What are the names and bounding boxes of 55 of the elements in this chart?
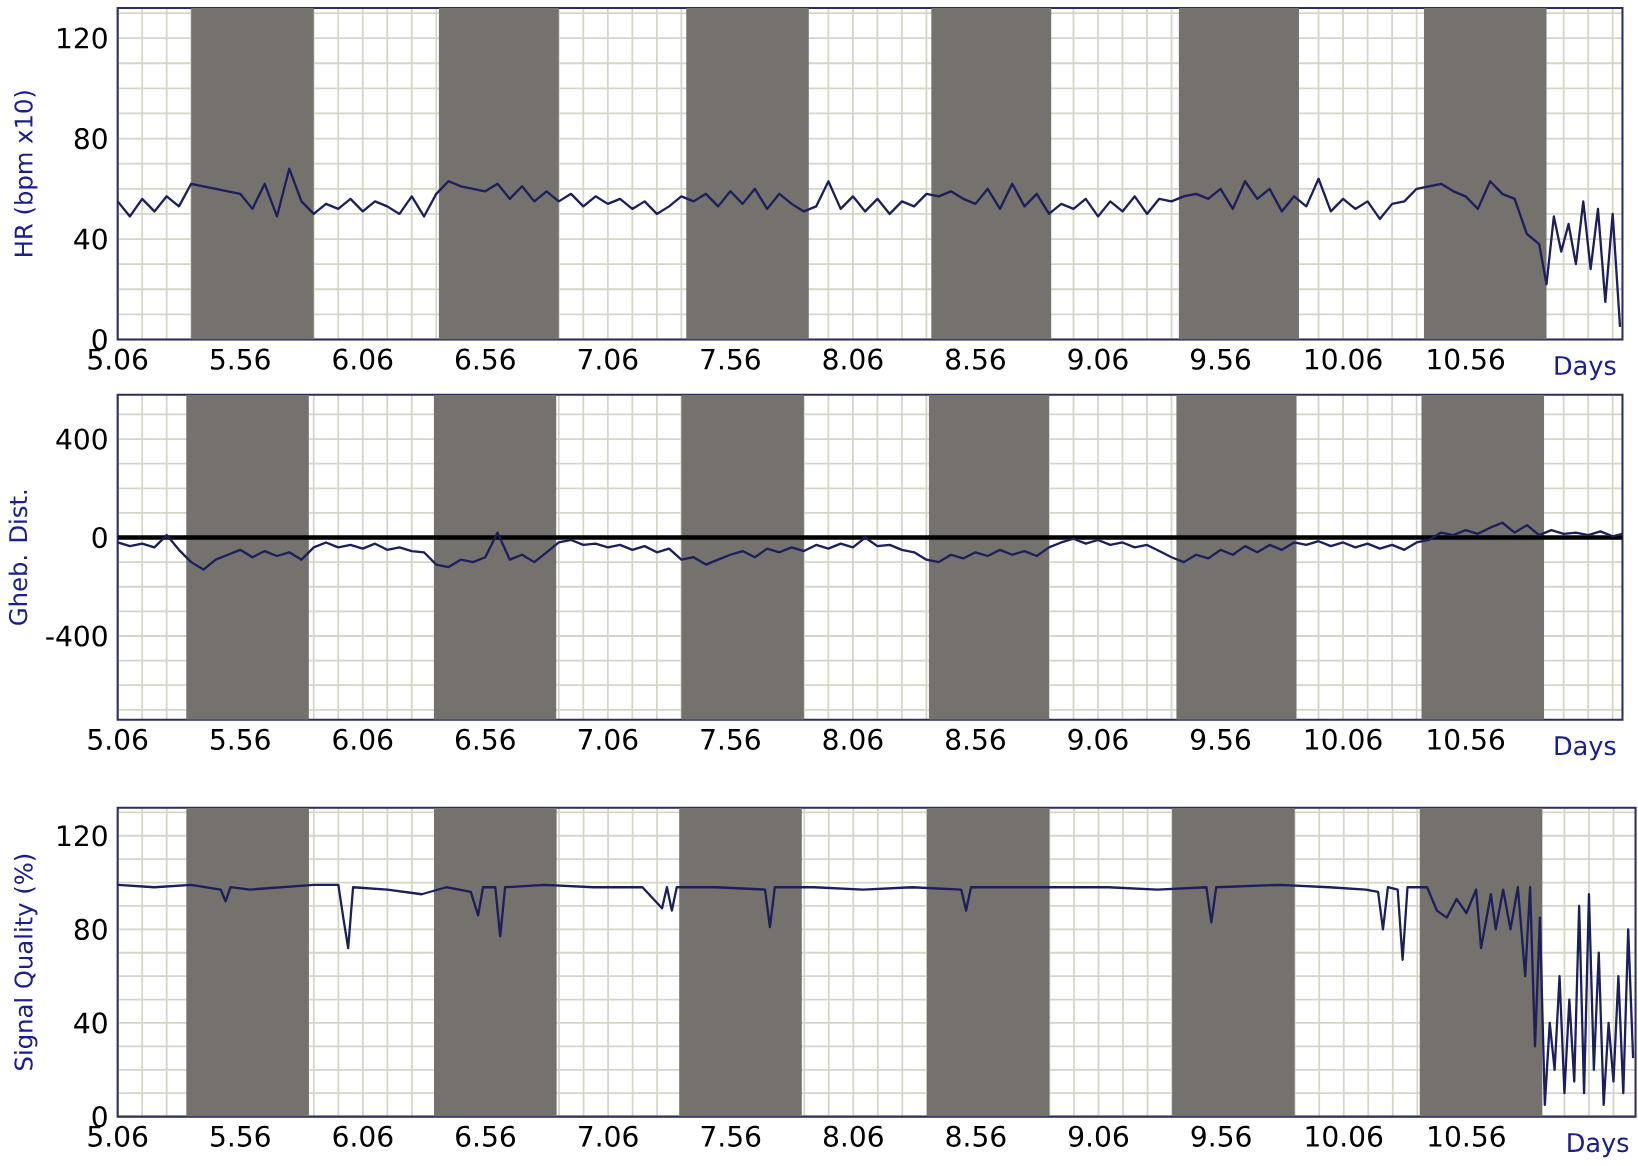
- x-tick-label: 5.06: [88, 1125, 148, 1148]
- line-series: [117, 521, 1623, 571]
- line-series: [117, 167, 1622, 329]
- x-tick-label: 10.06: [1305, 348, 1382, 370]
- x-tick-label: 5.06: [88, 728, 148, 751]
- x-tick-label: 6.56: [455, 728, 515, 751]
- x-tick-label: 8.56: [946, 1125, 1006, 1148]
- y-tick-label: -400: [46, 625, 107, 647]
- x-axis-title: Days: [1555, 356, 1616, 381]
- x-tick-label: 5.06: [88, 348, 148, 370]
- x-tick-label: 9.06: [1069, 1125, 1129, 1148]
- x-tick-label: 6.06: [333, 348, 393, 370]
- y-tick-label: 400: [56, 428, 107, 450]
- x-tick-label: 7.06: [578, 728, 638, 751]
- x-tick-label: 8.56: [946, 728, 1005, 751]
- x-tick-label: 8.06: [823, 1125, 883, 1148]
- x-tick-label: 5.56: [211, 1125, 270, 1148]
- x-tick-label: 7.06: [578, 348, 638, 370]
- y-tick-label: 80: [74, 128, 107, 150]
- x-tick-label: 9.56: [1191, 1125, 1251, 1148]
- x-tick-label: 7.06: [579, 1125, 638, 1148]
- x-tick-label: 8.06: [823, 728, 883, 751]
- y-tick-label: 40: [74, 1012, 107, 1034]
- x-tick-label: 7.56: [701, 348, 760, 370]
- y-tick-label: 120: [58, 825, 107, 847]
- x-axis-title: Days: [1568, 1133, 1629, 1158]
- x-tick-label: 9.06: [1068, 728, 1128, 751]
- x-tick-label: 5.56: [211, 348, 270, 370]
- x-tick-label: 7.56: [701, 1125, 761, 1148]
- x-tick-label: 10.56: [1429, 1125, 1505, 1148]
- y-tick-label: 0: [92, 1106, 107, 1128]
- x-tick-label: 6.56: [455, 348, 515, 370]
- y-axis-title: HR (bpm x10): [13, 91, 38, 257]
- x-axis-title: Days: [1555, 736, 1616, 761]
- x-tick-label: 5.56: [211, 728, 270, 751]
- x-tick-label: 10.56: [1428, 348, 1505, 370]
- x-tick-label: 6.56: [456, 1125, 515, 1148]
- y-tick-label: 120: [58, 27, 107, 49]
- x-tick-label: 9.06: [1068, 348, 1128, 370]
- x-tick-label: 6.06: [333, 728, 393, 751]
- y-axis-title: Gheb. Dist.: [8, 491, 28, 625]
- y-tick-label: 0: [92, 527, 107, 549]
- y-tick-label: 0: [92, 329, 107, 351]
- y-tick-label: 40: [74, 228, 107, 250]
- x-tick-label: 7.56: [701, 728, 760, 751]
- x-tick-label: 9.56: [1191, 728, 1251, 751]
- y-axis-title: Signal Quality (%): [13, 854, 38, 1071]
- x-tick-label: 8.56: [946, 348, 1005, 370]
- x-tick-label: 9.56: [1191, 348, 1251, 370]
- x-tick-label: 8.06: [823, 348, 883, 370]
- y-tick-label: 80: [74, 918, 107, 941]
- x-tick-label: 10.56: [1428, 728, 1505, 751]
- x-tick-label: 10.06: [1306, 1125, 1383, 1148]
- x-tick-label: 10.06: [1305, 728, 1382, 751]
- x-tick-label: 6.06: [333, 1125, 393, 1148]
